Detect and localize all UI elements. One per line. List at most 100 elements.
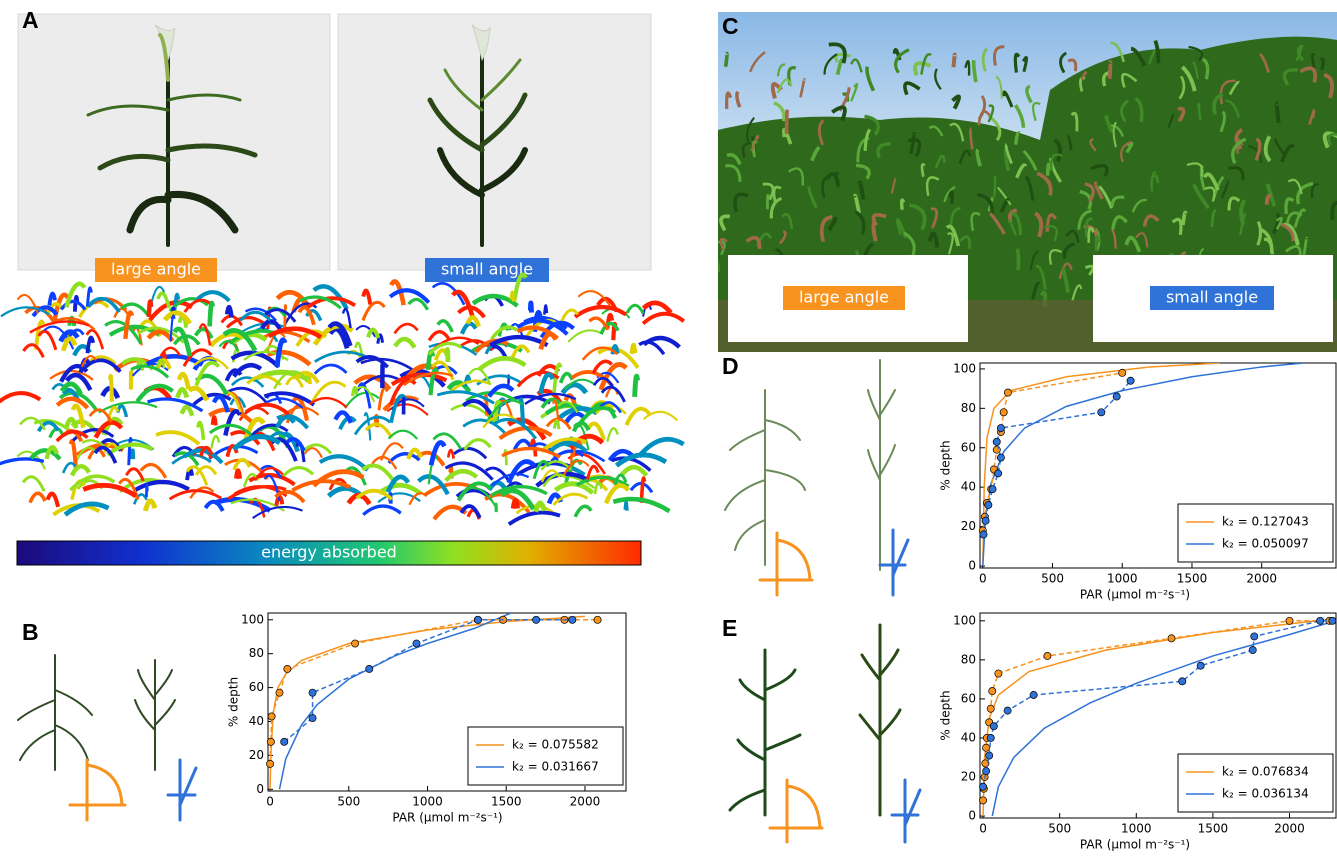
y-tick-label: 100	[953, 613, 976, 627]
data-point	[1197, 662, 1204, 669]
canopy-leaf	[454, 448, 486, 458]
y-tick-label: 20	[249, 748, 264, 762]
canopy-leaf	[200, 324, 210, 345]
canopy-leaf	[189, 388, 207, 400]
canopy-leaf	[253, 507, 303, 518]
data-point	[989, 486, 996, 493]
x-tick-label: 2000	[570, 795, 601, 809]
x-tick-label: 2000	[1274, 822, 1305, 836]
x-tick-label: 0	[266, 795, 274, 809]
data-point	[1044, 652, 1051, 659]
canopy-leaf	[141, 464, 166, 477]
data-point	[266, 760, 273, 767]
canopy-leaf	[145, 501, 155, 511]
canopy-leaf	[118, 406, 127, 417]
figure: large angle small angle energy absorbed …	[0, 0, 1337, 857]
canopy-leaf	[448, 450, 453, 459]
canopy-leaf	[110, 376, 112, 402]
canopy-leaf	[602, 387, 625, 402]
data-point	[533, 616, 540, 623]
canopy-leaf	[234, 365, 261, 376]
canopy-leaf	[236, 471, 240, 479]
data-point	[979, 783, 986, 790]
canopy-leaf	[544, 305, 547, 314]
y-tick-label: 40	[249, 714, 264, 728]
canopy-leaf	[462, 324, 476, 334]
data-point	[993, 438, 1000, 445]
photo-leaf	[787, 110, 788, 134]
data-point	[1004, 389, 1011, 396]
photo-leaf	[1110, 62, 1111, 79]
canopy-leaf	[96, 422, 122, 437]
canopy-leaf	[643, 303, 670, 313]
y-tick-label: 100	[953, 361, 976, 375]
y-tick-label: 0	[968, 559, 976, 573]
photo-leaf	[715, 259, 718, 272]
photo-leaf	[767, 195, 768, 209]
data-point	[1113, 393, 1120, 400]
plant-box	[18, 14, 330, 270]
canopy-leaf	[554, 421, 559, 430]
canopy-leaf	[509, 513, 560, 525]
data-point	[1179, 678, 1186, 685]
data-point	[1000, 409, 1007, 416]
panel-label: D	[722, 353, 739, 379]
canopy-leaf	[496, 504, 497, 512]
canopy-leaf	[390, 290, 429, 302]
legend-label: k₂ = 0.076834	[1222, 765, 1309, 779]
y-axis-label: % depth	[939, 440, 953, 490]
canopy-leaf	[575, 307, 626, 317]
x-tick-label: 500	[337, 795, 360, 809]
data-point	[474, 616, 481, 623]
data-point	[1098, 409, 1105, 416]
canopy-leaf	[187, 467, 207, 485]
canopy-leaf	[639, 342, 664, 354]
x-tick-label: 2000	[1246, 572, 1277, 586]
canopy-leaf	[0, 393, 40, 402]
canopy-leaf	[429, 332, 449, 341]
data-point	[983, 744, 990, 751]
canopy-leaf	[555, 484, 592, 493]
canopy-leaf	[0, 459, 44, 471]
canopy-leaf	[148, 399, 203, 411]
data-point	[1249, 646, 1256, 653]
canopy-leaf	[589, 318, 607, 330]
data-point	[989, 687, 996, 694]
canopy-leaf	[309, 398, 346, 407]
canopy-leaf	[210, 303, 213, 326]
canopy-leaf	[561, 374, 572, 383]
photo-leaf	[1277, 104, 1279, 123]
legend-box	[468, 727, 623, 785]
canopy-leaf	[198, 422, 204, 439]
canopy-leaf	[320, 456, 368, 470]
data-point	[309, 715, 316, 722]
canopy-leaf	[72, 466, 89, 475]
data-point	[987, 734, 994, 741]
canopy-leaf	[30, 493, 45, 502]
canopy-leaf	[179, 374, 188, 389]
canopy-leaf	[39, 331, 56, 350]
data-point	[309, 689, 316, 696]
photo-leaf	[726, 53, 727, 66]
canopy-leaf	[643, 314, 684, 324]
data-point	[594, 616, 601, 623]
label: large angle	[799, 288, 889, 307]
panel-label: B	[22, 619, 39, 645]
canopy	[0, 275, 684, 525]
canopy-leaf	[75, 297, 77, 312]
y-tick-label: 60	[961, 691, 976, 705]
data-point	[995, 670, 1002, 677]
canopy-leaf	[578, 291, 610, 306]
panel-label: C	[722, 13, 739, 39]
x-tick-label: 1500	[1177, 572, 1208, 586]
canopy-leaf	[149, 301, 151, 317]
x-tick-label: 1500	[1198, 822, 1229, 836]
canopy-leaf	[165, 313, 190, 324]
canopy-leaf	[305, 448, 322, 457]
canopy-leaf	[613, 499, 669, 511]
x-axis-label: PAR (μmol m⁻²s⁻¹)	[1080, 588, 1190, 602]
canopy-leaf	[595, 482, 602, 494]
data-point	[987, 705, 994, 712]
canopy-leaf	[447, 350, 448, 362]
y-tick-label: 40	[961, 480, 976, 494]
